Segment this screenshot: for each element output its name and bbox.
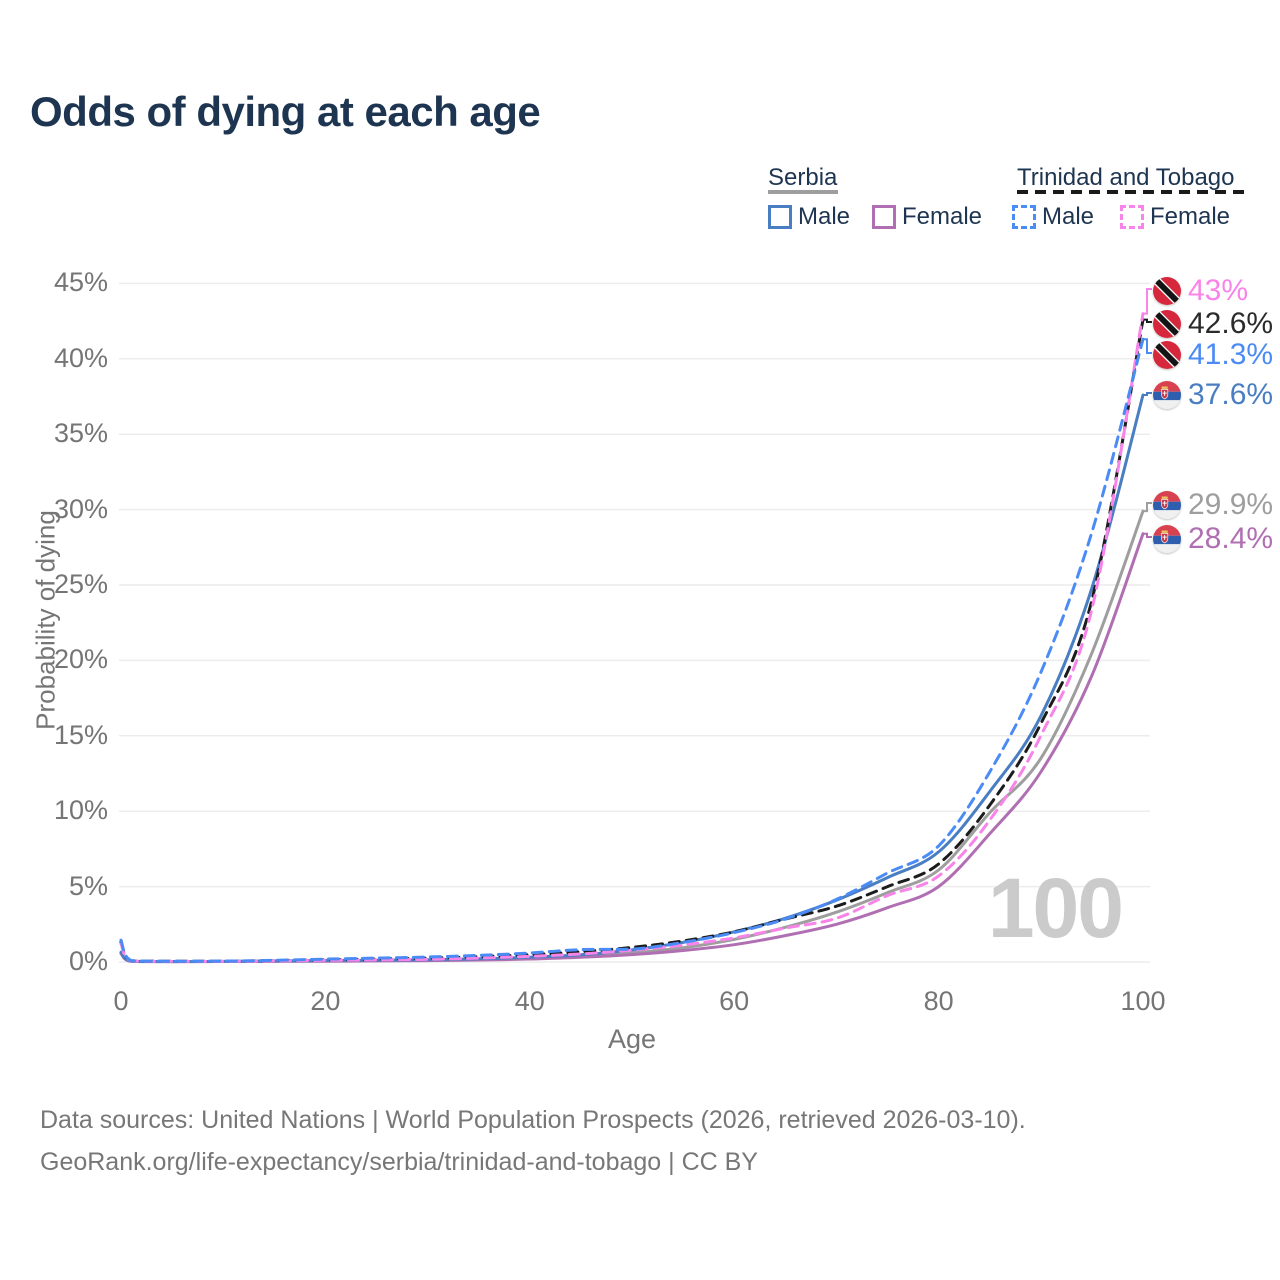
y-tick-15%: 15% [53,719,108,750]
end-label-value: 43% [1188,274,1249,307]
end-label-trinidad-and-tobago-male: 41.3% [1153,338,1273,372]
y-tick-10%: 10% [53,795,108,826]
end-label-trinidad-and-tobago-female: 43% [1153,274,1248,308]
end-label-value: 29.9% [1188,488,1274,521]
serbia-male-swatch-icon [768,205,792,229]
x-tick-40: 40 [514,986,545,1016]
legend-serbia-line-sample [768,190,838,194]
label-connector [1143,338,1152,354]
trinidad-and-tobago-flag-icon [1153,341,1181,369]
y-tick-5%: 5% [68,870,108,901]
y-tick-40%: 40% [53,342,108,373]
tt-female-swatch-icon [1120,205,1144,229]
end-label-serbia-both-sexes: 29.9% [1153,488,1273,522]
label-connector [1143,318,1152,323]
x-tick-80: 80 [923,986,954,1016]
legend-label: Male [1042,203,1095,230]
y-tick-0%: 0% [68,946,108,976]
y-tick-45%: 45% [53,267,108,298]
legend-item-tt-female[interactable]: Female [1120,203,1230,231]
legend-label: Female [902,203,983,230]
end-label-serbia-female: 28.4% [1153,522,1273,556]
x-tick-100: 100 [1120,986,1166,1016]
end-label-value: 37.6% [1188,378,1274,411]
y-tick-35%: 35% [53,418,108,449]
tt-male-swatch-icon [1012,205,1036,229]
legend-group-serbia: Serbia [768,164,838,191]
serbia-flag-icon [1153,491,1181,519]
trinidad-and-tobago-flag-icon [1153,310,1181,338]
x-tick-0: 0 [113,986,129,1016]
end-label-value: 42.6% [1188,307,1274,340]
legend-item-serbia-female[interactable]: Female [872,203,982,231]
page-title: Odds of dying at each age [30,88,541,135]
legend-group-trinidad-and-tobago: Trinidad and Tobago [1017,164,1235,191]
label-connector [1143,288,1152,315]
footer-data-sources: Data sources: United Nations | World Pop… [40,1106,1026,1134]
y-tick-30%: 30% [53,493,108,524]
x-tick-60: 60 [719,986,750,1016]
x-tick-20: 20 [310,986,341,1016]
label-connector [1143,532,1152,538]
legend-label: Male [798,203,851,230]
x-axis-title: Age [607,1024,657,1054]
footer-attribution: GeoRank.org/life-expectancy/serbia/trini… [40,1148,758,1176]
age-watermark: 100 [987,861,1124,955]
legend-label: Female [1150,203,1231,230]
end-label-value: 28.4% [1188,522,1274,555]
serbia-flag-icon [1153,381,1181,409]
end-label-value: 41.3% [1188,338,1274,371]
end-label-trinidad-and-tobago-both-sexes: 42.6% [1153,307,1273,341]
serbia-female-swatch-icon [872,205,896,229]
legend-item-serbia-male[interactable]: Male [768,203,850,231]
y-axis-title: Probability of dying [30,510,61,730]
label-connector [1143,392,1152,396]
legend-tt-line-sample [1017,190,1245,194]
legend-item-tt-male[interactable]: Male [1012,203,1094,231]
y-tick-20%: 20% [53,644,108,675]
label-connector [1143,502,1152,513]
serbia-flag-icon [1153,525,1181,553]
y-tick-25%: 25% [53,569,108,599]
end-label-serbia-male: 37.6% [1153,378,1273,412]
trinidad-and-tobago-flag-icon [1153,277,1181,305]
